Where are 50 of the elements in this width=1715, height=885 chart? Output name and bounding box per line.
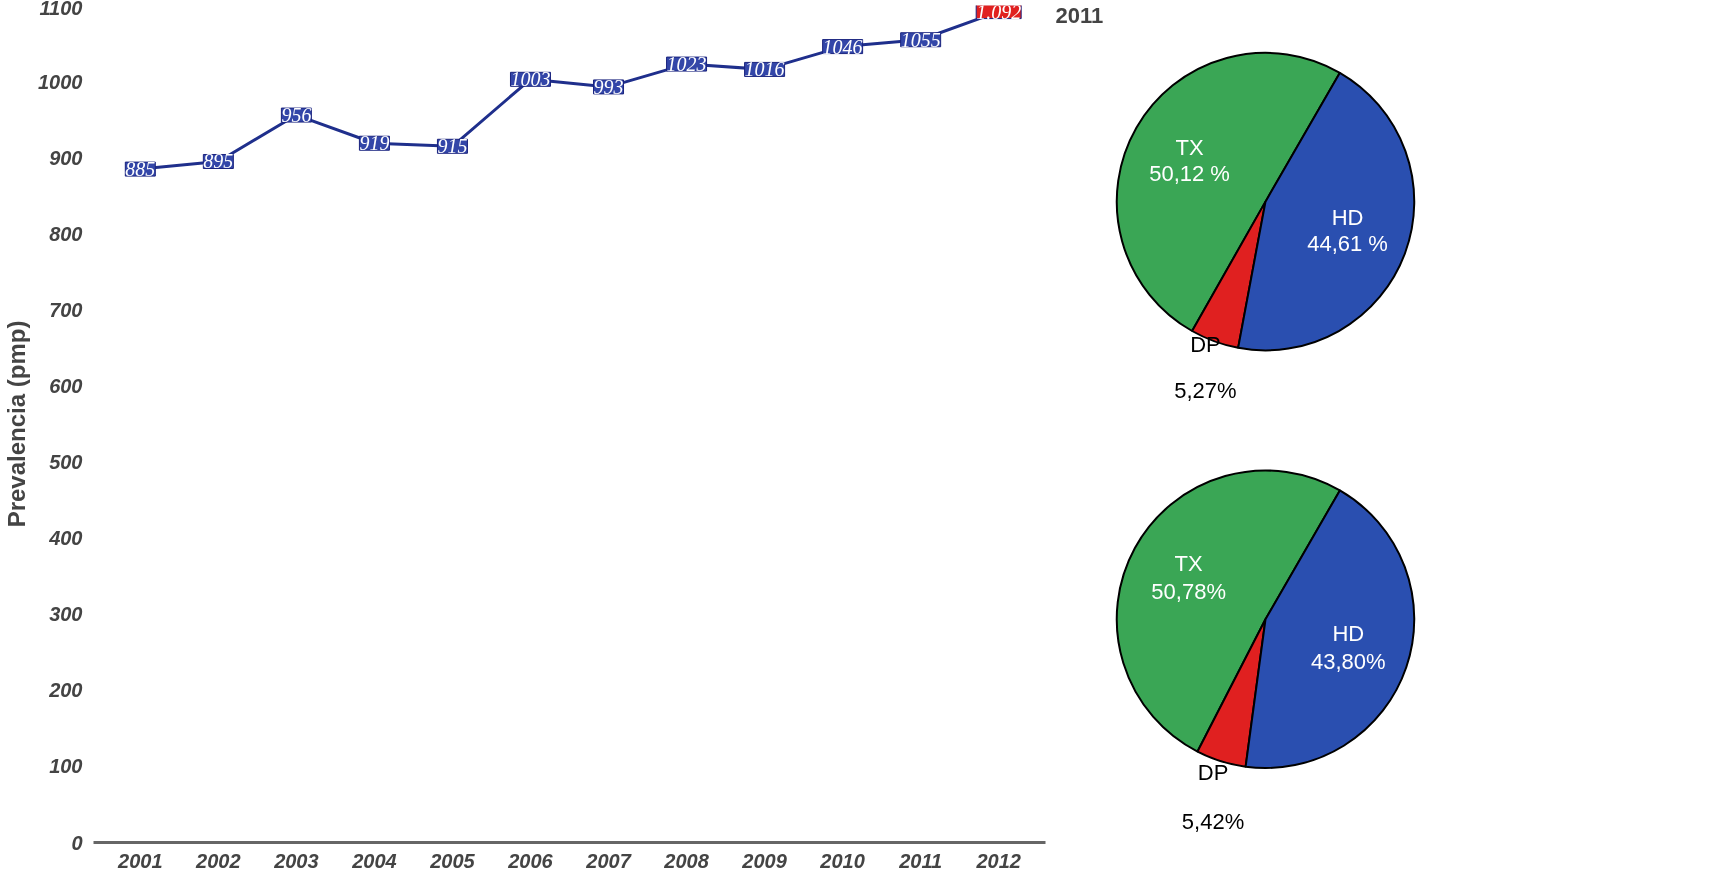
slice-label: DP [1197, 759, 1229, 785]
y-tick-label: 300 [49, 603, 83, 626]
data-label: 956 [281, 104, 312, 127]
y-tick-label: 900 [49, 146, 83, 169]
data-label: 1016 [744, 58, 785, 81]
data-label: 1023 [666, 53, 707, 76]
x-tick-label: 2010 [819, 849, 865, 872]
x-tick-label: 2003 [273, 849, 319, 872]
slice-label: TX [1174, 550, 1204, 576]
y-tick-label: 1100 [39, 0, 83, 19]
slice-label: HD [1331, 204, 1364, 230]
data-label: 895 [203, 150, 234, 173]
x-tick-label: 2005 [429, 849, 476, 872]
x-tick-label: 2011 [898, 849, 943, 872]
x-tick-label: 2004 [351, 849, 397, 872]
slice-label: DP [1190, 331, 1221, 357]
y-tick-label: 0 [71, 831, 83, 854]
y-axis-title: Prevalencia (pmp) [3, 320, 31, 528]
data-label: 1003 [510, 68, 551, 91]
y-tick-label: 800 [49, 222, 83, 245]
x-tick-label: 2009 [741, 849, 788, 872]
data-label: 1.092 [976, 0, 1022, 23]
slice-label: TX [1175, 134, 1204, 160]
data-label: 50,12 % [1149, 161, 1230, 187]
chart-title: 2011 [1055, 2, 1104, 28]
data-label: 1055 [900, 28, 941, 51]
y-tick-label: 100 [49, 755, 83, 778]
y-tick-label: 1000 [38, 70, 83, 93]
data-label: 43,80% [1311, 649, 1386, 675]
x-tick-label: 2006 [507, 849, 554, 872]
data-label: 919 [359, 132, 390, 155]
data-label: 885 [125, 158, 156, 181]
y-tick-label: 600 [49, 374, 83, 397]
x-tick-label: 2012 [975, 849, 1021, 872]
data-label: 44,61 % [1307, 231, 1388, 257]
y-tick-label: 500 [49, 451, 83, 474]
data-label: 5,42% [1181, 808, 1245, 834]
x-tick-label: 2007 [585, 849, 632, 872]
slice-label: HD [1332, 621, 1365, 647]
x-tick-label: 2008 [663, 849, 710, 872]
data-label: 1046 [822, 35, 863, 58]
y-tick-label: 200 [48, 679, 83, 702]
data-label: 50,78% [1151, 578, 1226, 604]
x-tick-label: 2002 [195, 849, 241, 872]
y-tick-label: 700 [49, 298, 83, 321]
x-tick-label: 2001 [117, 849, 163, 872]
data-label: 915 [437, 135, 468, 158]
data-label: 5,27% [1174, 378, 1237, 404]
data-label: 993 [593, 75, 624, 98]
y-tick-label: 400 [48, 527, 83, 550]
